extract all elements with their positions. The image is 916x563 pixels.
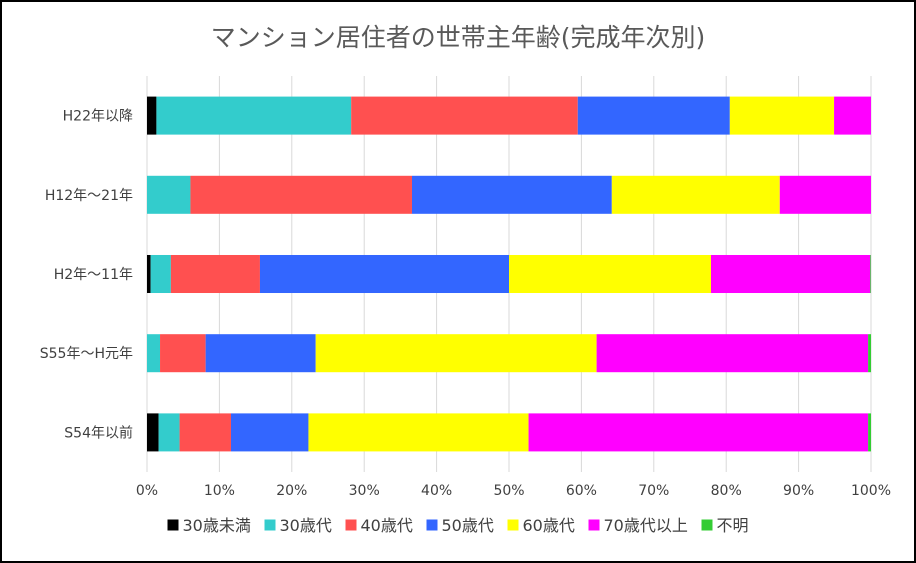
- chart-title: マンション居住者の世帯主年齢(完成年次別): [211, 23, 706, 52]
- legend-swatch: [167, 519, 179, 531]
- bar-segment: [156, 96, 352, 135]
- bar-segment: [147, 175, 191, 214]
- bars: [147, 96, 871, 452]
- bar-segment: [179, 413, 231, 452]
- legend-label: 40歳代: [361, 516, 413, 535]
- x-tick-label: 100%: [851, 483, 891, 499]
- bar-segment: [834, 96, 871, 135]
- legend-label: 60歳代: [523, 516, 575, 535]
- bar-segment: [779, 175, 871, 214]
- x-tick-label: 30%: [349, 483, 380, 499]
- legend-swatch: [345, 519, 357, 531]
- bar-segment: [308, 413, 529, 452]
- legend-swatch: [701, 519, 713, 531]
- bar-segment: [596, 334, 869, 373]
- x-tick-label: 40%: [421, 483, 452, 499]
- bar-segment: [411, 175, 612, 214]
- bar-segment: [158, 413, 180, 452]
- x-tick-label: 50%: [493, 483, 524, 499]
- bar-segment: [170, 254, 260, 294]
- legend-swatch: [588, 519, 600, 531]
- legend-swatch: [426, 519, 438, 531]
- category-label: H12年〜21年: [45, 188, 133, 204]
- bar-segment: [870, 254, 871, 294]
- bar-segment: [190, 175, 412, 214]
- bar-segment: [351, 96, 578, 135]
- x-tick-label: 10%: [204, 483, 235, 499]
- bar-segment: [868, 334, 871, 373]
- legend: 30歳未満 30歳代 40歳代 50歳代 60歳代 70歳代以上 不明: [167, 516, 749, 535]
- x-tick-label: 20%: [276, 483, 307, 499]
- bar-segment: [150, 254, 171, 294]
- category-label: S54年以前: [64, 424, 133, 441]
- bar-segment: [315, 334, 597, 373]
- legend-label: 70歳代以上: [604, 516, 688, 535]
- bar-segment: [528, 413, 869, 452]
- bar-segment: [729, 96, 835, 135]
- bar-segment: [868, 413, 871, 452]
- category-label: H2年〜11年: [54, 267, 133, 283]
- x-tick-label: 90%: [783, 483, 814, 499]
- category-label: S55年〜H元年: [40, 346, 133, 362]
- bar-segment: [205, 334, 316, 373]
- legend-label: 30歳代: [280, 516, 332, 535]
- x-tick-label: 0%: [136, 483, 158, 499]
- bar-segment: [147, 254, 151, 294]
- bar-segment: [160, 334, 206, 373]
- legend-label: 50歳代: [442, 516, 494, 535]
- bar-segment: [509, 254, 711, 294]
- bar-segment: [259, 254, 509, 294]
- x-axis-tick-labels: 0% 10% 20% 30% 40% 50% 60% 70% 80% 90% 100%: [136, 483, 891, 499]
- bar-segment: [147, 413, 159, 452]
- bar-segment: [710, 254, 871, 294]
- x-tick-label: 70%: [638, 483, 669, 499]
- bar-segment: [577, 96, 730, 135]
- category-labels: H22年以降 H12年〜21年 H2年〜11年 S55年〜H元年 S54年以前: [40, 109, 133, 442]
- bar-segment: [230, 413, 309, 452]
- bar-segment: [147, 334, 161, 373]
- x-tick-label: 80%: [711, 483, 742, 499]
- bar-segment: [147, 96, 157, 135]
- legend-swatch: [264, 519, 276, 531]
- legend-label: 30歳未満: [183, 516, 251, 535]
- bar-segment: [611, 175, 780, 214]
- x-tick-label: 60%: [566, 483, 597, 499]
- legend-swatch: [507, 519, 519, 531]
- legend-label: 不明: [717, 516, 749, 535]
- category-label: H22年以降: [63, 109, 133, 125]
